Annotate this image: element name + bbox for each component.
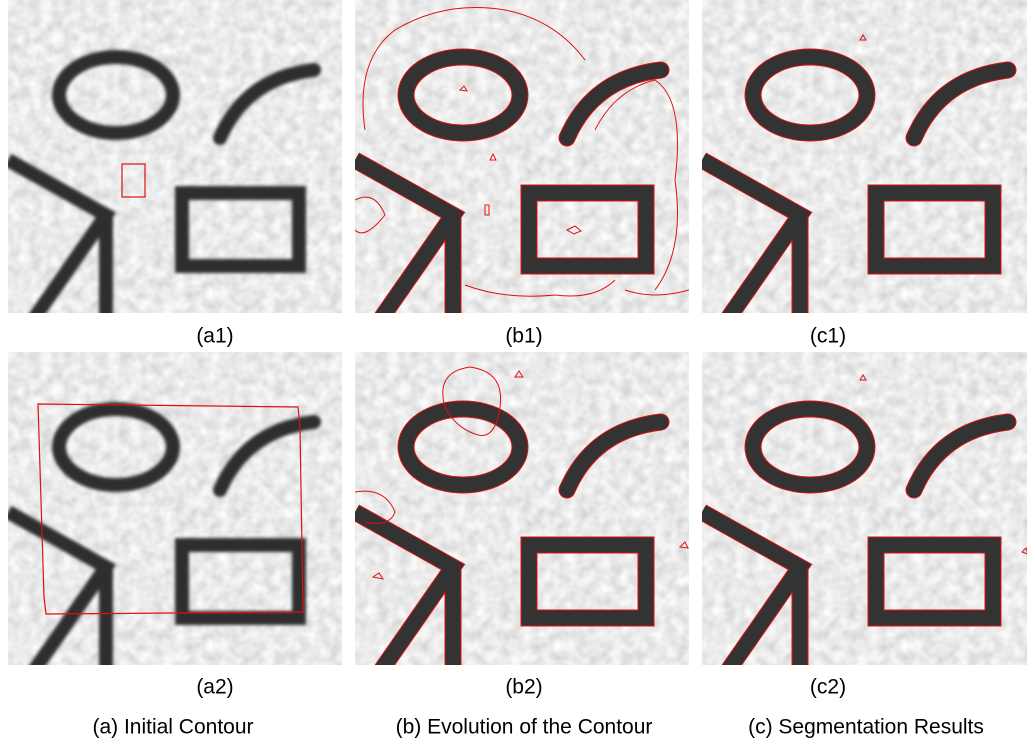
panel-a2 [8,352,342,672]
panel-b2 [355,352,689,672]
panel-c2 [702,352,1027,672]
panel-label: (c2) [810,676,846,699]
panel-label: (c1) [810,325,846,348]
panel-c1 [702,0,1027,320]
panel-b1 [355,0,689,320]
panel-label: (b1) [505,325,542,348]
column-caption: (c) Segmentation Results [748,716,984,739]
column-caption: (b) Evolution of the Contour [396,716,653,739]
column-caption: (a) Initial Contour [92,716,253,739]
panel-a1 [8,0,342,320]
panel-label: (a2) [196,676,233,699]
panel-label: (a1) [196,325,233,348]
figure: (a1) (b1) (c1) (a2) (b2) (c2) (a) Initia… [0,0,1027,745]
panel-label: (b2) [505,676,542,699]
